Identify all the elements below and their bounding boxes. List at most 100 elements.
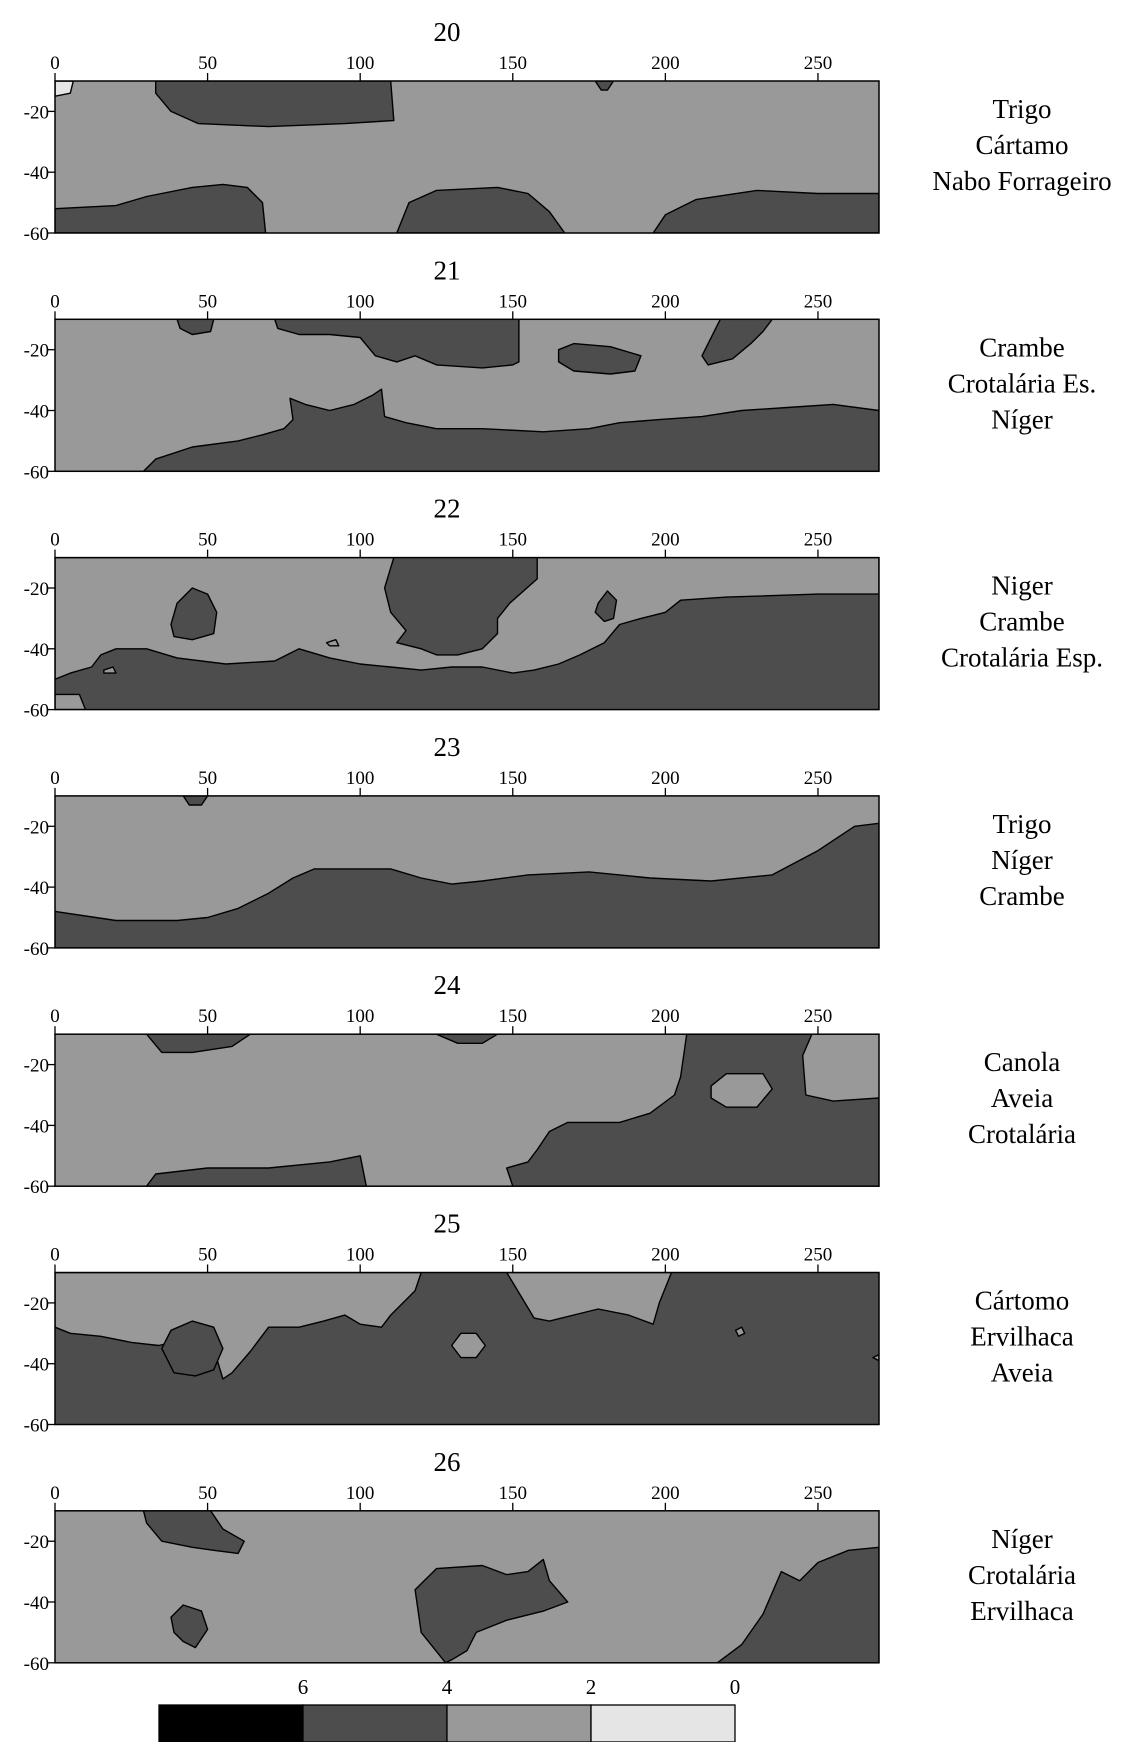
- x-tick-label: 100: [346, 530, 375, 551]
- plot-frame: [54, 1033, 880, 1187]
- x-tick-label: 250: [804, 53, 833, 74]
- y-tick-label: -40: [24, 1593, 49, 1614]
- x-tick-label: 0: [50, 1483, 60, 1504]
- panel-21: 0 50 100 150 200 250 -20 -40 -60 21 Crambe Crotalár…: [24, 255, 1097, 483]
- contour-region-level-2: [506, 1272, 673, 1325]
- x-tick-label: 200: [651, 1006, 680, 1027]
- x-tick-label: 250: [804, 1245, 833, 1266]
- y-tick-label: -20: [24, 1294, 49, 1315]
- contour-region-level-4: [557, 342, 642, 375]
- x-tick-label: 0: [50, 53, 60, 74]
- contour-region-level-4: [154, 81, 395, 128]
- contour-region-level-2: [55, 693, 87, 710]
- contour-region-level-2: [734, 1326, 746, 1338]
- contour-region-level-4: [170, 1604, 209, 1649]
- contour-region-level-4: [145, 1155, 367, 1187]
- x-tick-label: 200: [651, 53, 680, 74]
- x-tick-label: 250: [804, 1483, 833, 1504]
- x-tick-label: 50: [198, 530, 217, 551]
- contour-regions: [55, 81, 879, 233]
- plot-frame: [54, 80, 880, 234]
- contour-region-level-4: [142, 388, 879, 472]
- x-tick-label: 100: [346, 1006, 375, 1027]
- contour-region-level-4: [55, 183, 267, 233]
- contour-region-level-4: [145, 1034, 252, 1054]
- crop-label: Crambe: [979, 607, 1064, 637]
- crop-label: Aveia: [991, 1358, 1053, 1388]
- y-tick-label: -60: [24, 462, 49, 483]
- x-tick-label: 100: [346, 1245, 375, 1266]
- contour-region-level-4: [170, 587, 218, 641]
- y-tick-label: -40: [24, 1116, 49, 1137]
- crop-label: Crotalária: [968, 1560, 1076, 1590]
- y-tick-label: -60: [24, 1416, 49, 1437]
- legend-label: 4: [442, 1675, 453, 1699]
- y-tick-label: -20: [24, 1532, 49, 1553]
- crop-label: Crambe: [979, 332, 1064, 362]
- contour-region-level-4: [701, 319, 773, 366]
- legend-swatch-4: [302, 1704, 448, 1742]
- x-tick-label: 150: [499, 530, 528, 551]
- crop-label: Níger: [991, 1524, 1052, 1554]
- y-tick-label: -20: [24, 817, 49, 838]
- panel-title: 20: [434, 17, 461, 47]
- crop-label: Cártomo: [975, 1286, 1070, 1316]
- panel-22: 0 50 100 150 200 250 -20 -40 -60 22 Niger Crambe Cro…: [24, 494, 1103, 722]
- legend-swatch-2: [446, 1704, 592, 1742]
- contour-region-level-2: [55, 1272, 422, 1380]
- plot-frame: [54, 318, 880, 473]
- crop-label: Crotalária Esp.: [941, 643, 1103, 673]
- x-tick-label: 200: [651, 530, 680, 551]
- legend-swatch-0: [590, 1704, 736, 1742]
- y-tick-label: -60: [24, 1654, 49, 1675]
- x-tick-label: 250: [804, 530, 833, 551]
- y-tick-label: -40: [24, 402, 49, 423]
- x-tick-label: 100: [346, 768, 375, 789]
- contour-region-level-2: [103, 666, 117, 674]
- x-tick-label: 50: [198, 1245, 217, 1266]
- y-tick-label: -40: [24, 878, 49, 899]
- panel-26: 0 50 100 150 200 250 -20 -40 -60 26 Níger Crotalári…: [24, 1447, 1076, 1675]
- panel-title: 22: [434, 494, 461, 524]
- y-tick-label: -40: [24, 1355, 49, 1376]
- contour-region-level-4: [652, 189, 879, 233]
- y-tick-label: -20: [24, 341, 49, 362]
- crop-label: Canola: [984, 1047, 1060, 1077]
- y-tick-label: -20: [24, 1056, 49, 1077]
- panel-title: 24: [434, 970, 462, 1000]
- panel-title: 23: [434, 732, 461, 762]
- x-tick-label: 100: [346, 1483, 375, 1504]
- contour-region-level-4: [142, 1510, 245, 1555]
- x-tick-label: 150: [499, 1006, 528, 1027]
- contour-region-level-4: [716, 1546, 879, 1663]
- contour-region-level-4: [594, 81, 615, 91]
- plot-frame: [54, 556, 880, 711]
- x-tick-label: 200: [651, 1483, 680, 1504]
- y-tick-label: -40: [24, 163, 49, 184]
- panel-20: 0 50 100 150 200 250 -20 -40 -60 20 Trigo Cártamo Na…: [24, 17, 1112, 245]
- x-tick-label: 150: [499, 768, 528, 789]
- contour-region-level-4: [176, 319, 215, 336]
- contour-region-level-4: [435, 1034, 499, 1045]
- x-tick-label: 0: [50, 530, 60, 551]
- contour-region-level-2: [710, 1072, 773, 1108]
- x-tick-label: 50: [198, 768, 217, 789]
- x-tick-label: 100: [346, 53, 375, 74]
- x-tick-label: 0: [50, 1245, 60, 1266]
- legend-label: 0: [730, 1675, 741, 1699]
- x-tick-label: 200: [651, 1245, 680, 1266]
- legend-label: 6: [298, 1675, 309, 1699]
- crop-label: Níger: [991, 845, 1052, 875]
- contour-region-level-2: [451, 1332, 486, 1359]
- x-tick-label: 250: [804, 1006, 833, 1027]
- legend-label: 2: [586, 1675, 597, 1699]
- contour-region-level-4: [55, 822, 879, 948]
- crop-label: Aveia: [991, 1083, 1053, 1113]
- contour-regions: [55, 1272, 879, 1380]
- x-tick-label: 0: [50, 1006, 60, 1027]
- crop-label: Nabo Forrageiro: [932, 166, 1111, 196]
- panel-25: 0 50 100 150 200 250 -20 -40 -60 25 Cártomo Ervilha…: [24, 1209, 1074, 1437]
- x-tick-label: 50: [198, 1483, 217, 1504]
- x-tick-label: 100: [346, 291, 375, 312]
- x-tick-label: 150: [499, 53, 528, 74]
